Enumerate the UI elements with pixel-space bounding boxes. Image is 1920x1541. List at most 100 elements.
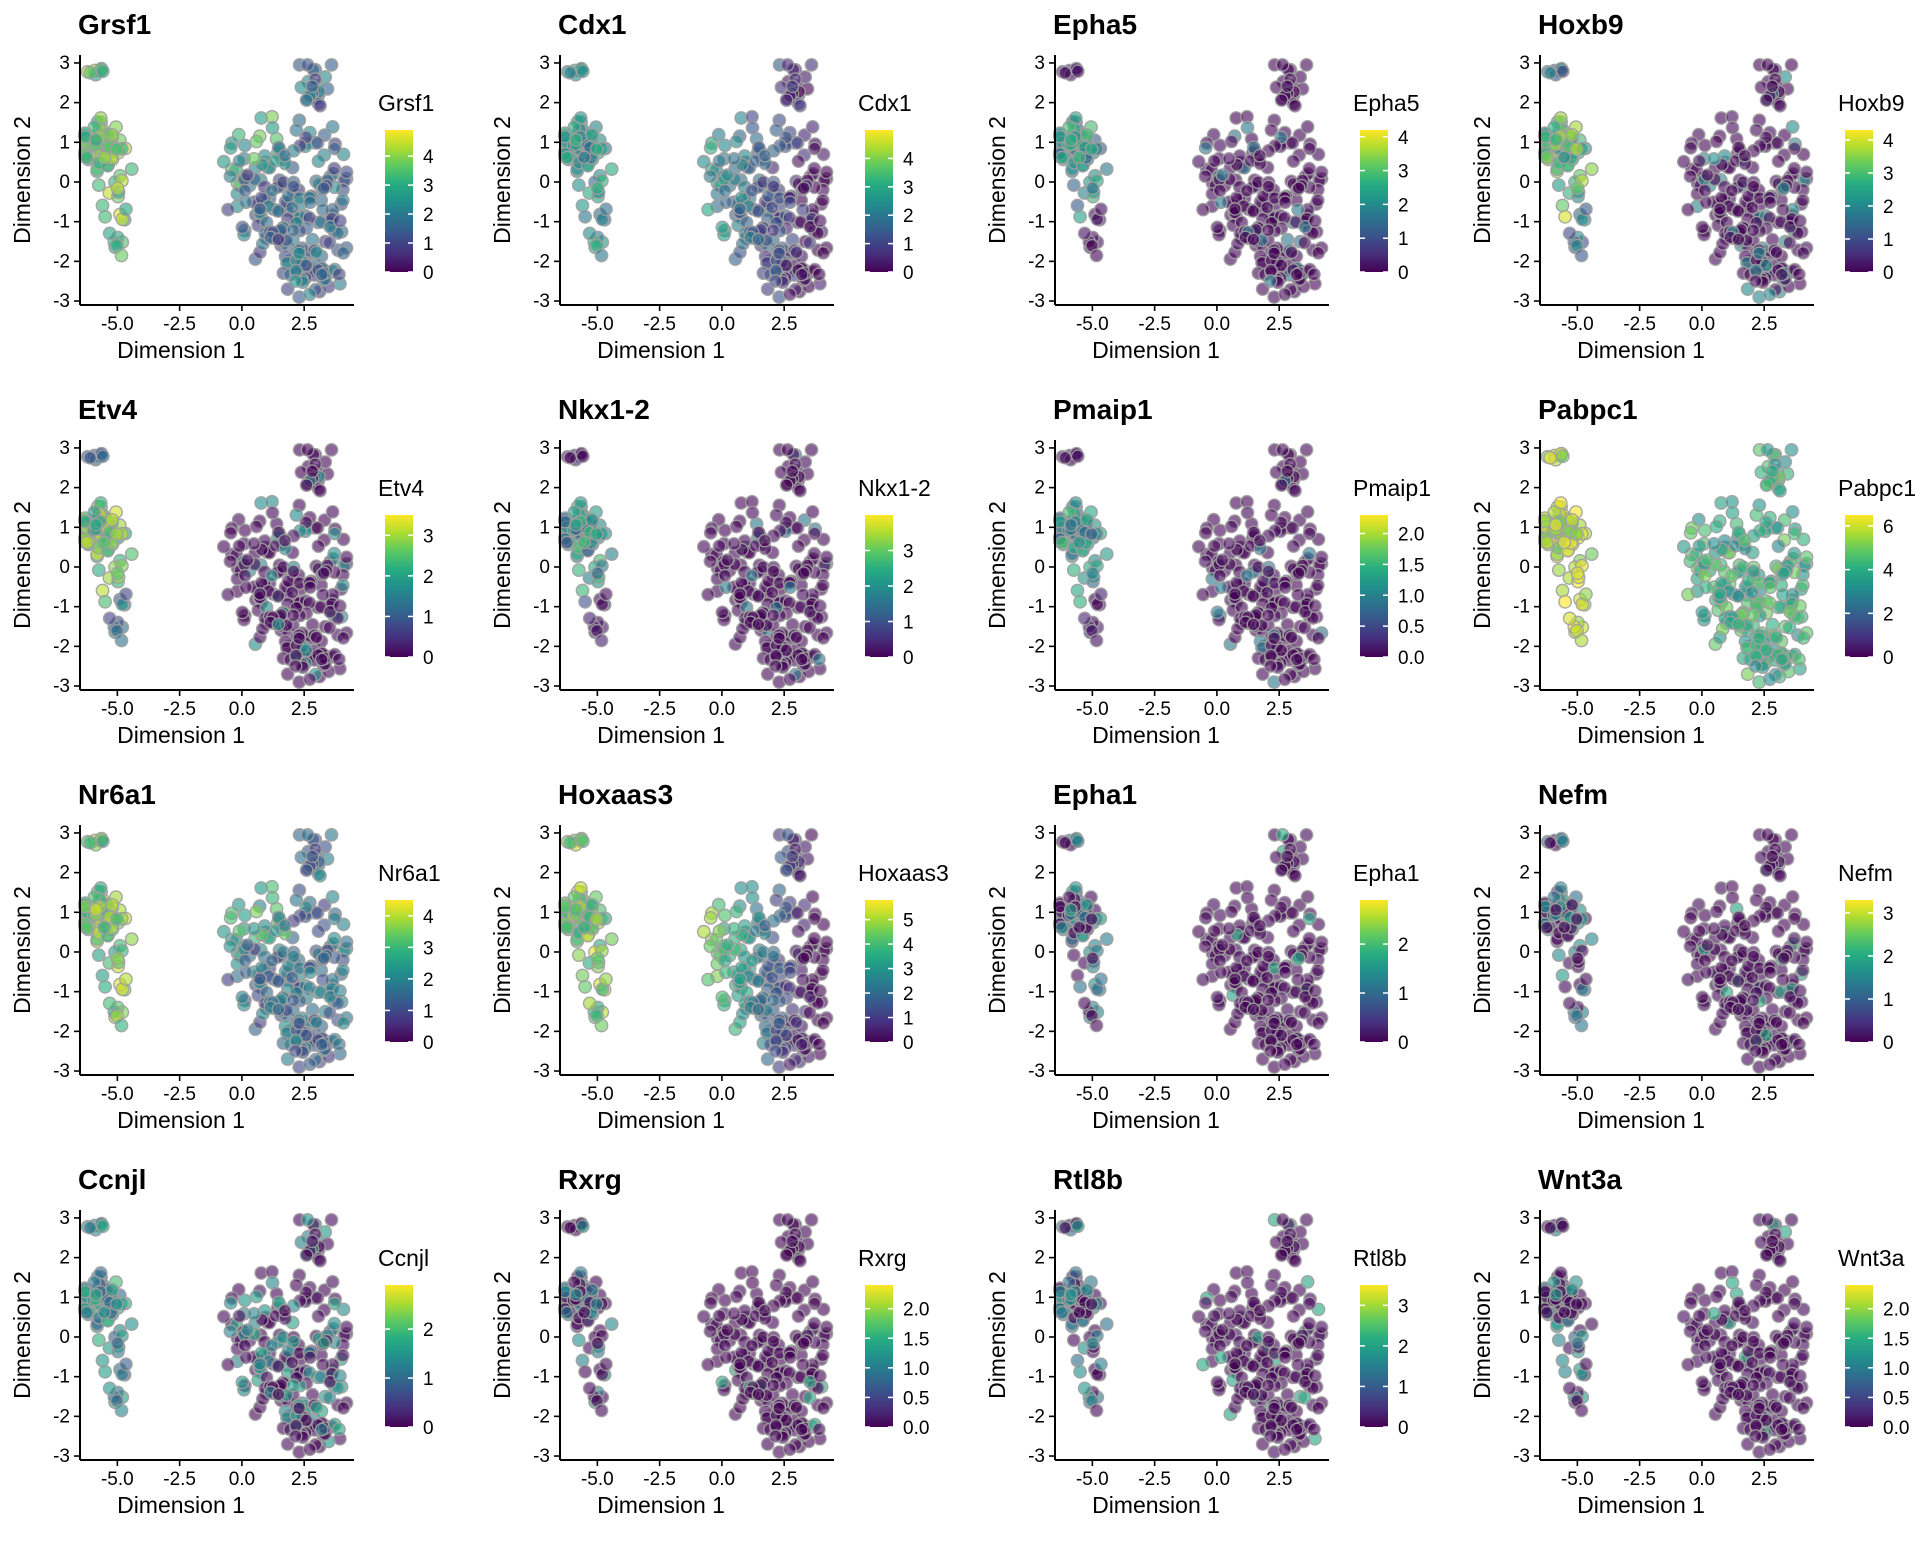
- y-tick-label: 2: [59, 863, 70, 884]
- y-tick-label: 3: [1519, 438, 1530, 459]
- x-tick-label: 0.0: [229, 699, 255, 720]
- colorbar-tick-label: 2: [903, 206, 914, 227]
- cell-point: [1289, 485, 1301, 497]
- cell-point: [1095, 588, 1107, 600]
- colorbar-tick-label: 2: [903, 984, 914, 1005]
- x-tick-label: -5.0: [1076, 699, 1109, 720]
- y-tick-label: -3: [53, 1446, 70, 1467]
- cell-point: [99, 1366, 111, 1378]
- scatter-points: [79, 1214, 353, 1459]
- colorbar-tick-label: 1: [903, 1009, 914, 1030]
- cell-point: [1214, 569, 1226, 581]
- panel-title: Ccnjl: [78, 1164, 146, 1195]
- cell-point: [719, 184, 731, 196]
- x-axis-label: Dimension 1: [117, 722, 245, 748]
- cell-point: [250, 135, 262, 147]
- panel-title: Nefm: [1538, 779, 1608, 810]
- cell-point: [564, 837, 576, 849]
- cell-point: [218, 156, 230, 168]
- cell-point: [1268, 247, 1280, 259]
- colorbar-tick-label: 3: [903, 178, 914, 199]
- cell-point: [1564, 997, 1576, 1009]
- cell-point: [279, 534, 291, 546]
- cell-point: [1580, 203, 1592, 215]
- cell-point: [1566, 514, 1578, 526]
- cell-point: [248, 538, 260, 550]
- y-tick-label: -3: [53, 676, 70, 697]
- cell-point: [1101, 548, 1113, 560]
- cell-point: [806, 891, 818, 903]
- y-tick-label: -3: [1028, 676, 1045, 697]
- y-tick-label: -1: [1513, 212, 1530, 233]
- cell-point: [1225, 135, 1237, 147]
- colorbar-tick-label: 2: [423, 567, 434, 588]
- cell-point: [98, 151, 110, 163]
- colorbar-tick-label: 2: [1398, 195, 1409, 216]
- cell-point: [570, 519, 582, 531]
- cell-point: [300, 864, 312, 876]
- colorbar: [1845, 515, 1873, 657]
- colorbar-tick-label: 3: [1883, 904, 1894, 925]
- cell-point: [1556, 584, 1568, 596]
- cell-point: [314, 100, 326, 112]
- cell-point: [333, 1423, 345, 1435]
- x-tick-label: -5.0: [1561, 699, 1594, 720]
- cell-point: [1200, 527, 1212, 539]
- cell-point: [817, 247, 829, 259]
- cell-point: [106, 129, 118, 141]
- cell-point: [81, 536, 93, 548]
- cell-point: [1074, 981, 1086, 993]
- cell-point: [1199, 940, 1211, 952]
- cell-point: [300, 94, 312, 106]
- cell-point: [293, 247, 305, 259]
- cell-point: [1776, 268, 1788, 280]
- colorbar-tick-label: 1.5: [1398, 555, 1424, 576]
- cell-point: [126, 163, 138, 175]
- cell-point: [713, 155, 725, 167]
- cell-point: [576, 584, 588, 596]
- x-tick-label: -2.5: [163, 1084, 196, 1105]
- cell-point: [1797, 1017, 1809, 1029]
- cell-point: [289, 1045, 301, 1057]
- cell-point: [1262, 565, 1274, 577]
- scatter-points: [1539, 829, 1813, 1074]
- y-axis-label: Dimension 2: [489, 116, 515, 244]
- x-tick-label: -5.0: [1561, 1084, 1594, 1105]
- cell-point: [1575, 634, 1587, 646]
- cell-point: [1211, 221, 1223, 233]
- cell-point: [1276, 444, 1288, 456]
- cell-point: [1090, 634, 1102, 646]
- cell-point: [81, 1306, 93, 1318]
- cell-point: [1693, 540, 1705, 552]
- cell-point: [759, 534, 771, 546]
- cell-point: [1557, 65, 1569, 77]
- cell-point: [791, 522, 803, 534]
- cell-point: [780, 94, 792, 106]
- cell-point: [798, 567, 810, 579]
- cell-point: [1770, 631, 1782, 643]
- cell-point: [1564, 227, 1576, 239]
- x-tick-label: 0.0: [1204, 699, 1230, 720]
- cell-point: [239, 569, 251, 581]
- x-tick-label: -2.5: [1623, 314, 1656, 335]
- cell-point: [817, 1017, 829, 1029]
- cell-point: [1286, 137, 1298, 149]
- cell-point: [287, 994, 299, 1006]
- panel-title: Grsf1: [78, 9, 151, 40]
- x-tick-label: -2.5: [1138, 1084, 1171, 1105]
- cell-point: [1225, 520, 1237, 532]
- cell-point: [104, 227, 116, 239]
- y-tick-label: 1: [59, 517, 70, 538]
- cell-point: [578, 536, 590, 548]
- cell-point: [1211, 991, 1223, 1003]
- cell-point: [266, 892, 278, 904]
- cell-point: [233, 925, 245, 937]
- cell-point: [1247, 618, 1259, 630]
- cell-point: [1095, 973, 1107, 985]
- y-tick-label: -1: [53, 1367, 70, 1388]
- cell-point: [794, 485, 806, 497]
- cell-point: [1068, 949, 1080, 961]
- cell-point: [1216, 939, 1228, 951]
